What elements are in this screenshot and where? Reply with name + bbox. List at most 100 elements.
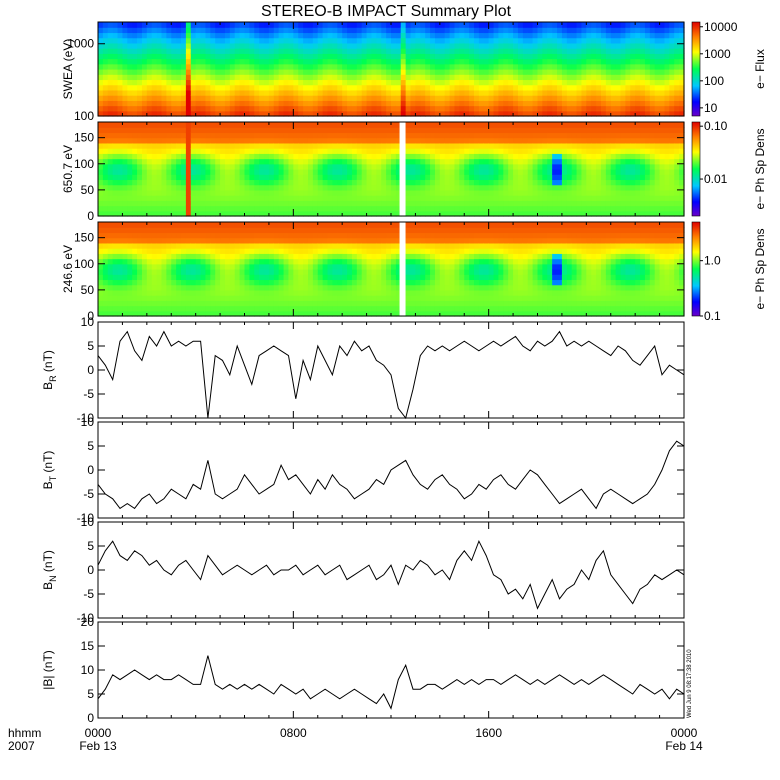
pad650-cell: [615, 200, 622, 207]
pad650-cell: [561, 174, 568, 181]
pad650-cell: [220, 174, 226, 181]
pad650-cell: [610, 122, 617, 128]
swea-cell: [107, 22, 114, 28]
pad246-cell: [102, 253, 109, 260]
pad650-cell: [566, 153, 573, 160]
pad246-cell: [205, 295, 211, 301]
swea-cell: [122, 84, 128, 91]
swea-cell: [571, 37, 578, 44]
pad650-cell: [132, 163, 138, 170]
swea-cell: [600, 48, 607, 54]
pad650-cell: [351, 179, 358, 186]
pad650-cell: [615, 169, 622, 175]
pad650-cell: [356, 174, 363, 181]
swea-cell: [503, 89, 509, 96]
pad650-cell: [469, 179, 475, 186]
swea-cell: [591, 63, 597, 70]
swea-cell: [200, 69, 207, 75]
pad246-cell: [205, 310, 211, 317]
swea-cell: [361, 95, 368, 101]
swea-cell: [132, 58, 138, 65]
swea-cell: [312, 84, 319, 91]
pad650-cell: [195, 142, 202, 149]
swea-cell: [498, 22, 504, 28]
swea-cell: [132, 110, 138, 117]
pad650-cell: [288, 169, 294, 175]
pad650-cell: [181, 195, 187, 201]
pad650-cell: [102, 179, 109, 186]
swea-cell: [503, 32, 509, 39]
pad650-cell: [615, 205, 622, 212]
pad246-cell: [98, 300, 104, 307]
pad246-cell: [215, 232, 221, 239]
swea-cell: [239, 69, 246, 75]
pad650-cell: [610, 205, 617, 212]
pad650-cell: [234, 122, 241, 128]
swea-cell: [532, 37, 539, 44]
pad650-cell: [239, 142, 246, 149]
pad246-cell: [220, 222, 226, 228]
pad650-cell: [508, 189, 514, 196]
pad650-cell: [405, 200, 412, 207]
swea-cell: [141, 53, 148, 60]
swea-cell: [547, 89, 553, 96]
pad650-cell: [679, 142, 685, 149]
pad650-cell: [483, 189, 490, 196]
swea-cell: [298, 27, 304, 34]
pad650-cell: [366, 174, 373, 181]
pad650-cell: [210, 179, 216, 186]
swea-cell: [190, 27, 197, 34]
pad650-cell: [322, 169, 329, 175]
swea-cell: [273, 53, 280, 60]
swea-cell: [478, 79, 485, 86]
swea-cell: [351, 105, 358, 112]
pad650-cell: [98, 210, 104, 217]
pad246-cell: [229, 300, 236, 307]
swea-cell: [161, 74, 167, 81]
swea-cell: [586, 95, 592, 101]
swea-cell: [195, 63, 202, 70]
swea-cell: [566, 95, 573, 101]
swea-cell: [215, 37, 221, 44]
pad650-cell: [224, 148, 231, 154]
pad650-cell: [268, 210, 275, 217]
swea-cell: [366, 89, 373, 96]
swea-cell: [268, 22, 275, 28]
pad650-cell: [659, 127, 666, 134]
pad246-cell: [151, 232, 158, 239]
swea-cell: [600, 100, 607, 107]
swea-cell: [215, 48, 221, 54]
pad650-cell: [132, 189, 138, 196]
pad650-cell: [122, 189, 128, 196]
pad650-cell: [112, 132, 119, 139]
swea-cell: [493, 74, 500, 81]
pad246-cell: [220, 248, 226, 254]
swea-cell: [415, 58, 421, 65]
swea-cell: [303, 42, 309, 49]
pad650-cell: [532, 195, 539, 201]
swea-cell: [102, 89, 109, 96]
swea-cell: [640, 110, 646, 117]
pad650-cell: [483, 174, 490, 181]
swea-cell: [229, 63, 236, 70]
swea-cell: [635, 53, 641, 60]
swea-cell: [561, 89, 568, 96]
swea-cell: [224, 79, 231, 86]
pad650-cell: [293, 148, 299, 154]
pad246-cell: [205, 232, 211, 239]
pad650-cell: [483, 122, 490, 128]
pad650-cell: [98, 169, 104, 175]
pad246-cell: [200, 295, 207, 301]
pad650-cell: [166, 205, 172, 212]
pad650-cell: [596, 205, 602, 212]
pad650-cell: [459, 189, 465, 196]
swea-cell: [640, 69, 646, 75]
swea-cell: [644, 22, 651, 28]
swea-cell: [488, 53, 495, 60]
swea-ylabel: SWEA (eV): [61, 39, 75, 100]
swea-cell: [112, 32, 119, 39]
pad650-cell: [176, 163, 182, 170]
pad650-cell: [542, 127, 548, 134]
swea-cell: [337, 100, 343, 107]
pad246-cell: [200, 269, 207, 275]
